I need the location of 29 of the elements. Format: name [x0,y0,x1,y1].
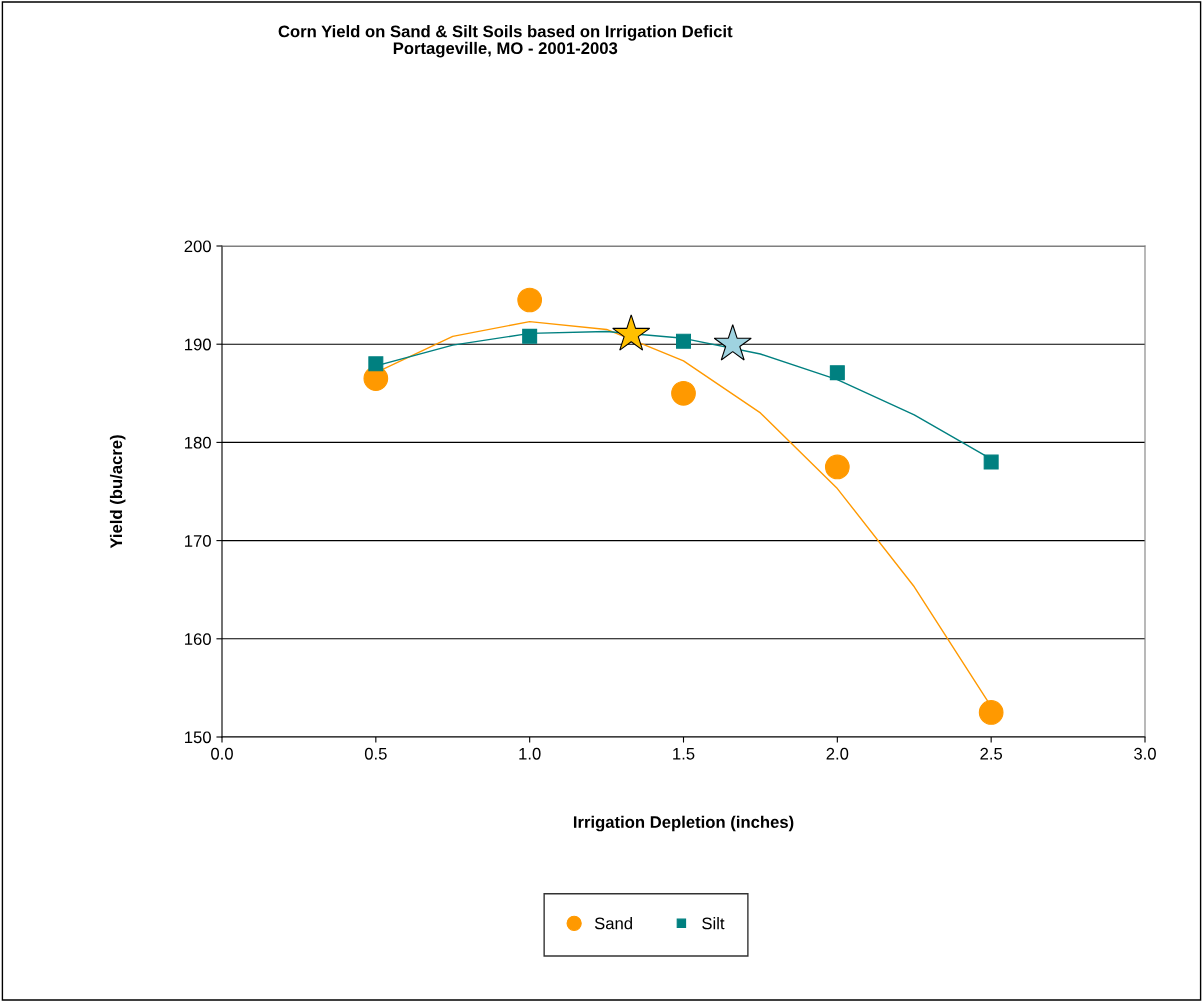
x-tick-label: 2.0 [826,747,849,760]
y-tick-label: 200 [184,240,211,253]
x-tick-label: 3.0 [1134,747,1156,760]
x-tick-label: 0.0 [211,747,233,760]
point [612,314,651,351]
x-tick-label: 1.5 [673,748,695,760]
point [824,454,850,480]
point [522,328,538,344]
point [983,454,999,470]
point [671,380,696,406]
point [517,287,543,313]
point [978,700,1004,725]
y-tick-label: 170 [185,535,211,547]
y-tick-label: 160 [185,633,211,645]
y-tick-label: 150 [185,731,211,744]
y-axis-title: Yield (bu/acre) [109,435,126,549]
point [829,365,845,381]
y-tick-label: 180 [185,436,211,449]
point [676,333,691,349]
x-tick-label: 2.5 [980,747,1003,760]
legend-label: Sand [594,917,632,930]
legend-label: Silt [702,917,725,930]
x-axis-title: Irrigation Depletion (inches) [573,815,794,832]
point [713,324,752,361]
y-tick-label: 190 [185,338,211,351]
point [368,356,384,372]
chart-title: Corn Yield on Sand & Silt Soils based on Irrigation Deficit Portageville, MO - 2001-2003 [278,25,733,58]
x-tick-label: 1.0 [519,747,541,760]
x-tick-label: 0.5 [364,747,387,760]
